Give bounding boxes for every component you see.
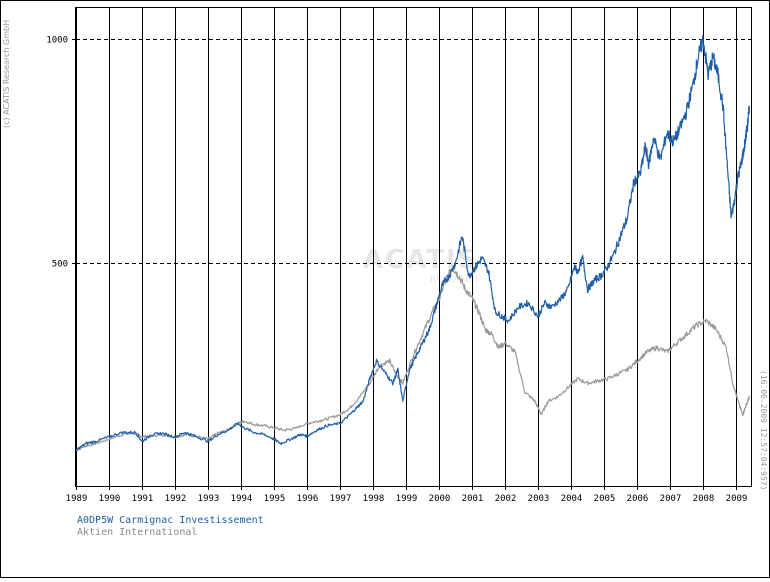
x-tick-label: 2006	[627, 494, 649, 504]
legend-series-fund: A0DP5W Carmignac Investissement	[77, 515, 264, 526]
plot-area-border	[75, 7, 752, 487]
copyright-text: (c) ACATIS Research GmbH	[2, 19, 11, 128]
x-tick-label: 1995	[264, 494, 286, 504]
x-tick-label: 1991	[132, 494, 154, 504]
series-line-fund	[75, 34, 750, 451]
watermark-subtext: RESEARCH	[430, 275, 478, 285]
x-tick-label: 1992	[165, 494, 187, 504]
x-tick-label: 1989	[66, 494, 88, 504]
x-tick-label: 2008	[693, 494, 715, 504]
watermark-text: ACATIS	[363, 245, 478, 275]
timestamp-text: (16.06.2009 12:57:04:957)	[759, 370, 768, 491]
y-tick-label: 1000	[46, 36, 68, 46]
x-tick-label: 1999	[396, 494, 418, 504]
x-tick-label: 2003	[528, 494, 550, 504]
x-tick-label: 1998	[363, 494, 385, 504]
series-layer	[75, 34, 750, 452]
x-tick-label: 2000	[429, 494, 451, 504]
x-tick-label: 1993	[198, 494, 220, 504]
x-tick-label: 2005	[594, 494, 616, 504]
x-tick-label: 2002	[495, 494, 517, 504]
x-tick-label: 1994	[231, 494, 253, 504]
x-tick-label: 1996	[297, 494, 319, 504]
x-tick-label: 2001	[462, 494, 484, 504]
grid-lines	[76, 8, 751, 486]
x-tick-label: 2004	[561, 494, 583, 504]
x-tick-label: 2007	[660, 494, 682, 504]
legend-series-index: Aktien International	[77, 527, 198, 538]
x-axis-ticks: 1989 1990 1991 1992 1993 1994 1995 1996 1997 1998…	[66, 486, 748, 504]
series-line-index	[75, 267, 750, 452]
y-axis-ticks: 1000 500	[46, 36, 76, 270]
x-tick-label: 1990	[99, 494, 121, 504]
x-tick-label: 1997	[330, 494, 352, 504]
x-tick-label: 2009	[726, 494, 748, 504]
y-tick-label: 500	[52, 260, 68, 270]
